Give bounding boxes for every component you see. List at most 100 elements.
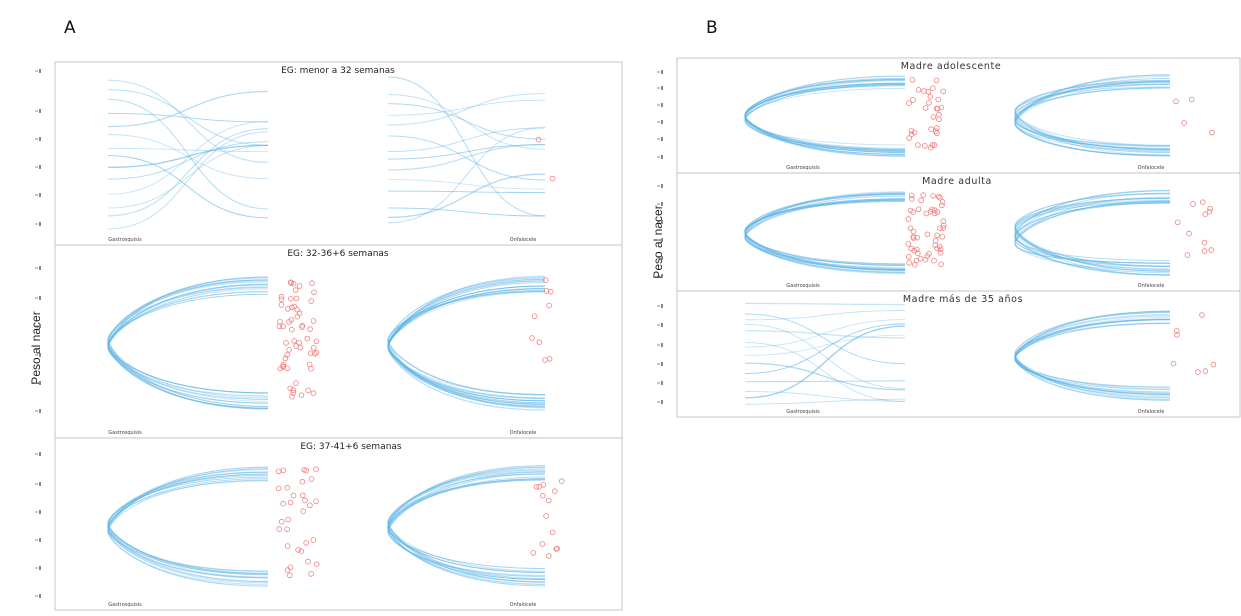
curves-onfalocele-curve [1014, 197, 1171, 270]
x-tick-label: Gastrosquisis [108, 602, 142, 608]
x-tick-label: Gastrosquisis [108, 237, 142, 243]
data-point [932, 237, 939, 244]
curves-gastrosquisis [107, 466, 269, 587]
curves-onfalocele-curve [387, 478, 546, 572]
y-tick-mark [39, 266, 41, 270]
y-tick-mark [39, 452, 41, 456]
curves-gastrosquisis-curve [107, 99, 269, 210]
points-gastrosquisis [276, 279, 320, 400]
curves-gastrosquisis-curve [107, 473, 269, 579]
curves-onfalocele-curve [1014, 202, 1171, 264]
curves-onfalocele-curve [387, 471, 546, 581]
panel-label-a: A [64, 18, 76, 38]
curves-gastrosquisis-curve [744, 342, 906, 403]
y-tick-mark [661, 155, 663, 159]
curves-onfalocele-curve [1014, 79, 1171, 156]
data-point [1199, 312, 1205, 318]
data-point [296, 339, 302, 346]
data-point [284, 526, 290, 533]
points-onfalocele [535, 136, 556, 182]
curves-gastrosquisis-curve [107, 112, 269, 123]
curves-gastrosquisis-curve [744, 362, 906, 391]
data-point [293, 380, 299, 386]
x-tick-label: Onfalocele [1138, 165, 1165, 171]
data-point [554, 545, 560, 552]
facet-frame [54, 61, 623, 246]
data-point [1199, 199, 1206, 206]
y-tick-mark [39, 538, 41, 542]
data-point [308, 298, 315, 304]
curves-gastrosquisis-curve [744, 319, 906, 348]
data-point [905, 216, 912, 222]
y-tick-mark [39, 137, 41, 141]
curves-onfalocele-curve [1014, 200, 1171, 264]
data-point [305, 387, 312, 394]
data-point [546, 355, 553, 362]
x-tick-label: Onfalocele [1138, 409, 1165, 415]
curves-gastrosquisis-curve [744, 310, 906, 321]
data-point [926, 251, 932, 257]
panel-label-b: B [706, 18, 718, 38]
y-tick-mark [661, 137, 663, 141]
curves-gastrosquisis-curve [744, 83, 906, 150]
y-tick-mark [661, 103, 663, 107]
data-point [308, 571, 314, 577]
curves-gastrosquisis [744, 75, 906, 157]
data-point [937, 250, 944, 256]
curves-gastrosquisis-curve [107, 279, 269, 408]
data-point [915, 142, 921, 148]
curves-gastrosquisis-curve [107, 471, 269, 578]
curves-gastrosquisis [744, 191, 906, 275]
curves-onfalocele-curve [1014, 80, 1171, 151]
curves-onfalocele-curve [387, 92, 546, 126]
curves-gastrosquisis-curve [107, 286, 269, 404]
y-tick-mark [39, 193, 41, 197]
data-point [284, 567, 291, 573]
data-point [908, 245, 915, 252]
points-onfalocele [529, 277, 554, 363]
data-point [530, 550, 537, 556]
data-point [915, 87, 922, 93]
data-point [546, 302, 552, 309]
y-tick-mark [39, 510, 41, 514]
curves-gastrosquisis-curve [744, 194, 906, 271]
data-point [284, 484, 291, 491]
y-tick-mark [39, 409, 41, 413]
curves-onfalocele [387, 76, 546, 224]
curves-gastrosquisis-curve [744, 82, 906, 152]
y-tick-mark [39, 566, 41, 570]
data-point [939, 202, 945, 209]
curves-gastrosquisis-curve [107, 144, 269, 169]
curves-onfalocele-curve [1014, 314, 1171, 396]
data-point [914, 234, 920, 241]
curves-onfalocele-curve [1014, 83, 1171, 150]
data-point [922, 143, 928, 149]
curves-gastrosquisis-curve [744, 199, 906, 266]
data-point [284, 543, 291, 549]
curves-onfalocele-curve [1014, 201, 1171, 261]
data-point [935, 193, 942, 200]
data-point [925, 89, 932, 95]
data-point [545, 553, 552, 559]
data-point [310, 390, 317, 397]
data-point [908, 128, 915, 134]
data-point [910, 235, 917, 241]
x-tick-label: Gastrosquisis [786, 165, 820, 171]
data-point [1202, 368, 1209, 374]
data-point [558, 478, 565, 485]
data-point [905, 241, 912, 247]
curves-gastrosquisis-curve [744, 391, 906, 402]
data-point [1207, 205, 1213, 212]
data-point [276, 526, 283, 532]
curves-onfalocele-curve [387, 144, 546, 160]
data-point [1170, 360, 1177, 367]
data-point [299, 478, 306, 485]
data-point [280, 361, 287, 368]
data-point [939, 199, 946, 205]
data-point [1186, 230, 1192, 237]
data-point [295, 547, 302, 553]
data-point [288, 280, 295, 286]
curves-onfalocele-curve [1014, 79, 1171, 153]
data-point [311, 289, 317, 296]
data-point [290, 280, 297, 287]
